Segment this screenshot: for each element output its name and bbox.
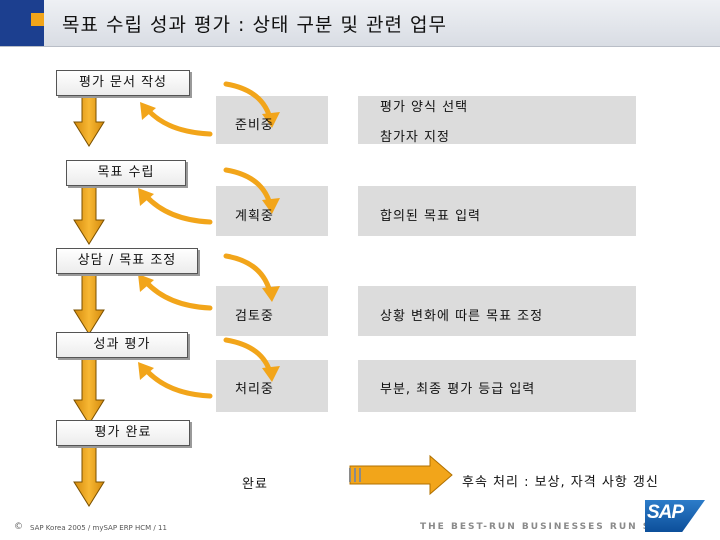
desc-box-processing	[358, 360, 636, 412]
curved-arrow-icon	[143, 193, 213, 225]
desc-adjust-goals: 상황 변화에 따른 목표 조정	[380, 309, 544, 324]
desc-box-planning	[358, 186, 636, 236]
curved-arrow-icon	[223, 81, 273, 121]
status-label-planning: 계획중	[235, 209, 274, 224]
copyright-icon: ©	[14, 522, 23, 532]
page-title: 목표 수립 성과 평가 : 상태 구분 및 관련 업무	[62, 14, 447, 36]
curved-arrow-icon	[223, 167, 273, 207]
stage-consultation: 상담 / 목표 조정	[56, 248, 198, 274]
desc-select-form: 평가 양식 선택	[380, 100, 469, 115]
desc-enter-ratings: 부분, 최종 평가 등급 입력	[380, 382, 536, 397]
desc-box-reviewing	[358, 286, 636, 336]
footer-copyright: SAP Korea 2005 / mySAP ERP HCM / 11	[30, 524, 167, 532]
curved-arrow-icon	[223, 337, 273, 375]
stage-goal-setting: 목표 수립	[66, 160, 186, 186]
status-label-completed: 완료	[242, 477, 268, 492]
stage-performance-evaluation: 성과 평가	[56, 332, 188, 358]
down-arrow-icon	[73, 183, 105, 245]
title-bar	[0, 0, 720, 47]
sap-logo-text: SAP	[647, 502, 684, 523]
curved-arrow-icon	[145, 107, 213, 137]
desc-box-preparing	[358, 96, 636, 144]
curved-arrow-icon	[143, 279, 213, 311]
stage-evaluation-document: 평가 문서 작성	[56, 70, 190, 96]
curved-arrow-icon	[143, 367, 213, 399]
stage-evaluation-complete: 평가 완료	[56, 420, 190, 446]
down-arrow-icon	[73, 93, 105, 147]
down-arrow-icon	[73, 353, 105, 425]
down-arrow-icon	[73, 271, 105, 335]
status-label-preparing: 준비중	[235, 118, 274, 133]
sap-tagline: THE BEST-RUN BUSINESSES RUN SAP	[420, 522, 669, 532]
desc-enter-goals: 합의된 목표 입력	[380, 209, 481, 224]
curved-arrow-icon	[223, 253, 273, 295]
desc-follow-up: 후속 처리 : 보상, 자격 사항 갱신	[462, 475, 659, 490]
down-arrow-icon	[73, 439, 105, 507]
status-label-processing: 처리중	[235, 382, 274, 397]
right-arrow-icon	[349, 454, 453, 496]
status-label-reviewing: 검토중	[235, 309, 274, 324]
desc-assign-participants: 참가자 지정	[380, 130, 450, 145]
title-accent-square	[31, 13, 44, 26]
